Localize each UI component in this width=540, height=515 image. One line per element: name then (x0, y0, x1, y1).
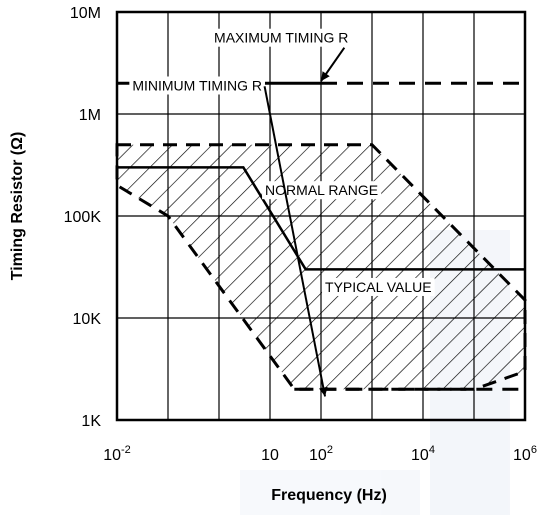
plot-frame (115, 10, 527, 422)
tick-labels: 1K 10K 100K 1M 10M 10-2 10 102 104 106 (64, 5, 537, 464)
annotation: TYPICAL VALUE (322, 277, 435, 296)
annotation-arrow-head (321, 71, 330, 82)
annotation-label: TYPICAL VALUE (325, 279, 432, 295)
x-tick-label: 10-2 (103, 444, 131, 464)
annotation-background (129, 76, 265, 95)
y-axis-title: Timing Resistor (Ω) (9, 132, 26, 281)
x-tick-label: 104 (411, 444, 435, 464)
x-tick-label: 10 (261, 447, 279, 464)
annotation-label: MAXIMUM TIMING R (214, 30, 348, 46)
x-axis-title: Frequency (Hz) (271, 487, 387, 504)
annotation-background (262, 181, 382, 200)
x-tick-label: 106 (513, 444, 537, 464)
y-tick-label: 1M (79, 107, 101, 124)
annotation-background (211, 28, 352, 47)
x-tick-label: 102 (309, 444, 333, 464)
annotation: MAXIMUM TIMING R (211, 28, 352, 82)
annotations-layer: MAXIMUM TIMING R NORMAL RANGE TYPICAL VALU… (129, 28, 435, 397)
annotation: NORMAL RANGE (262, 181, 382, 200)
y-tick-label: 100K (64, 209, 102, 226)
annotation-arrow-head (319, 386, 328, 397)
annotation-background (322, 277, 435, 296)
y-tick-label: 10M (70, 5, 101, 22)
y-tick-label: 10K (73, 311, 102, 328)
annotation: MINIMUM TIMING R (129, 76, 328, 397)
annotation-label: MINIMUM TIMING R (132, 77, 262, 93)
normal-range-boundary (115, 143, 527, 391)
annotation-arrow-shaft (263, 86, 327, 397)
y-tick-label: 1K (81, 413, 101, 430)
typical-value-line (117, 166, 525, 271)
annotation-label: NORMAL RANGE (265, 182, 378, 198)
